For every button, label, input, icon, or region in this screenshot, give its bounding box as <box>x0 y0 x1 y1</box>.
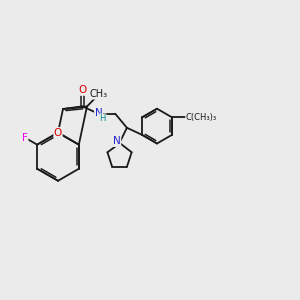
Text: C(CH₃)₃: C(CH₃)₃ <box>186 113 217 122</box>
Text: H: H <box>100 114 106 123</box>
Text: CH₃: CH₃ <box>89 89 107 99</box>
Text: O: O <box>78 85 86 95</box>
Text: F: F <box>22 133 28 142</box>
Text: O: O <box>54 128 62 138</box>
Text: N: N <box>113 136 121 146</box>
Text: N: N <box>94 108 102 118</box>
